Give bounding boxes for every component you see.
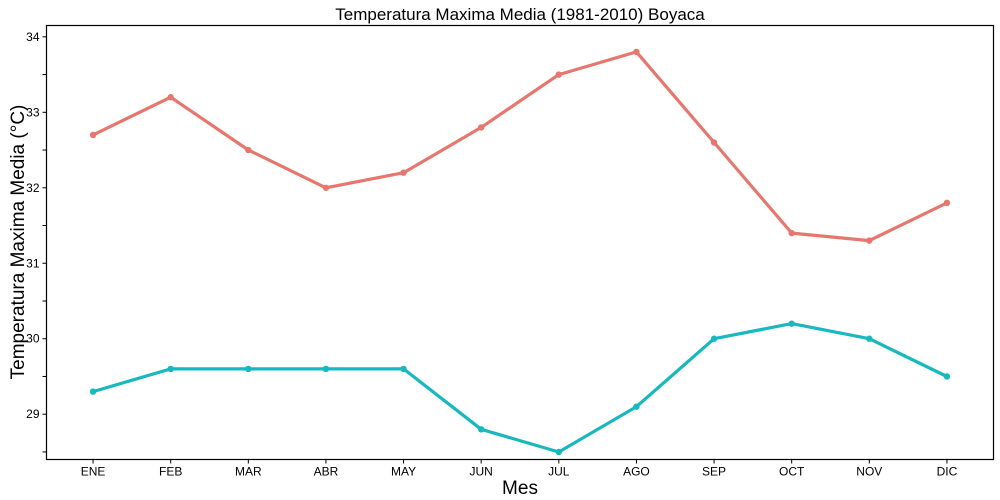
y-axis-title: Temperatura Maxima Media (°C) [8, 105, 29, 380]
plot-panel-border [45, 24, 995, 461]
x-tick-label: AGO [623, 465, 650, 479]
data-point [89, 131, 97, 139]
series-1 [89, 48, 951, 244]
x-tick-label: ENE [81, 465, 106, 479]
x-axis-title: Mes [502, 478, 538, 499]
data-point [555, 448, 563, 456]
x-tick-label: ABR [314, 465, 339, 479]
chart-title: Temperatura Maxima Media (1981-2010) Boy… [335, 5, 705, 24]
series-line [91, 322, 949, 454]
x-tick-label: JUN [470, 465, 493, 479]
data-point [633, 48, 640, 56]
data-point [555, 71, 563, 78]
x-tick-label: OCT [779, 465, 805, 479]
series-line [91, 50, 949, 243]
data-point [167, 94, 174, 101]
x-tick-label: MAY [391, 465, 416, 479]
data-point [788, 229, 795, 237]
y-tick-label: 33 [26, 105, 40, 119]
y-axis: 29 30 31 32 33 34 [26, 30, 47, 453]
data-point [245, 146, 252, 154]
data-point [477, 426, 485, 433]
data-point [788, 320, 795, 327]
x-tick-label: MAR [235, 465, 262, 479]
data-point [943, 373, 951, 380]
data-point [322, 184, 330, 191]
data-point [866, 237, 873, 244]
data-point [89, 388, 97, 395]
x-tick-label: JUL [548, 465, 570, 479]
x-tick-label: FEB [159, 465, 182, 479]
y-tick-label: 30 [26, 332, 40, 346]
data-point [710, 139, 718, 146]
x-tick-label: SEP [702, 465, 726, 479]
y-tick-label: 29 [26, 407, 40, 421]
y-tick-label: 31 [26, 256, 40, 270]
data-point [943, 199, 951, 207]
data-point [710, 335, 718, 342]
y-tick-label: 32 [26, 181, 40, 195]
data-point [866, 335, 873, 342]
x-tick-label: NOV [856, 465, 882, 479]
data-point [477, 124, 485, 131]
data-point [245, 365, 252, 373]
x-axis: ENE FEB MAR ABR MAY JUN JUL AGO SEP OCT NOV DIC [81, 459, 958, 479]
data-point [167, 365, 174, 373]
data-point [400, 169, 407, 176]
y-tick-label: 34 [26, 30, 40, 44]
series-layer [89, 48, 951, 456]
series-2 [89, 320, 951, 456]
data-point [322, 365, 330, 373]
data-point [633, 403, 640, 410]
x-tick-label: DIC [937, 465, 958, 479]
data-point [400, 365, 407, 373]
